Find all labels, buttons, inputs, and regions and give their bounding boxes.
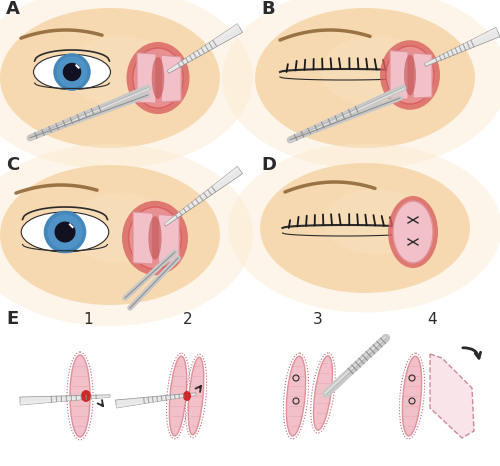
Text: 4: 4 (427, 312, 437, 327)
Polygon shape (167, 24, 239, 72)
Text: B: B (261, 0, 274, 18)
Ellipse shape (228, 144, 500, 313)
Ellipse shape (0, 0, 253, 169)
Polygon shape (164, 166, 239, 225)
Ellipse shape (380, 40, 440, 110)
Circle shape (63, 63, 81, 81)
Ellipse shape (183, 391, 191, 401)
Polygon shape (116, 393, 196, 408)
Polygon shape (133, 212, 153, 264)
Ellipse shape (314, 356, 332, 430)
Polygon shape (390, 51, 408, 99)
Ellipse shape (188, 357, 204, 435)
Ellipse shape (66, 36, 176, 106)
Ellipse shape (404, 55, 416, 96)
Polygon shape (162, 55, 181, 102)
Ellipse shape (148, 216, 162, 260)
Text: C: C (6, 156, 19, 174)
Ellipse shape (34, 55, 110, 89)
Ellipse shape (66, 193, 176, 263)
Text: 3: 3 (313, 312, 323, 327)
Ellipse shape (128, 207, 182, 269)
Ellipse shape (222, 0, 500, 169)
Ellipse shape (286, 356, 306, 436)
Polygon shape (158, 214, 179, 263)
Polygon shape (137, 53, 156, 103)
Circle shape (48, 214, 82, 249)
Ellipse shape (170, 356, 186, 436)
Polygon shape (167, 24, 242, 73)
Circle shape (54, 221, 76, 242)
Text: D: D (261, 156, 276, 174)
Ellipse shape (152, 57, 164, 99)
Ellipse shape (321, 36, 431, 106)
Ellipse shape (323, 189, 428, 254)
Ellipse shape (255, 8, 475, 148)
Ellipse shape (133, 48, 183, 108)
Polygon shape (116, 394, 196, 408)
Text: 2: 2 (183, 312, 193, 327)
Polygon shape (424, 27, 500, 66)
Ellipse shape (0, 165, 220, 305)
Text: 1: 1 (83, 312, 93, 327)
Polygon shape (20, 395, 110, 405)
Polygon shape (164, 166, 242, 226)
Circle shape (44, 211, 86, 253)
Ellipse shape (386, 46, 434, 104)
Ellipse shape (81, 390, 91, 402)
Ellipse shape (0, 144, 253, 326)
Polygon shape (430, 354, 474, 438)
Ellipse shape (0, 8, 220, 148)
Text: A: A (6, 0, 20, 18)
Circle shape (56, 56, 88, 88)
Polygon shape (413, 53, 432, 98)
Ellipse shape (393, 201, 433, 263)
Ellipse shape (402, 356, 421, 436)
Polygon shape (20, 397, 110, 405)
Circle shape (54, 53, 90, 91)
Polygon shape (424, 27, 498, 65)
Ellipse shape (388, 196, 438, 268)
Ellipse shape (70, 355, 90, 437)
Ellipse shape (260, 163, 470, 293)
Ellipse shape (126, 42, 190, 114)
Ellipse shape (122, 201, 188, 275)
Ellipse shape (21, 212, 109, 252)
Text: E: E (6, 310, 18, 328)
